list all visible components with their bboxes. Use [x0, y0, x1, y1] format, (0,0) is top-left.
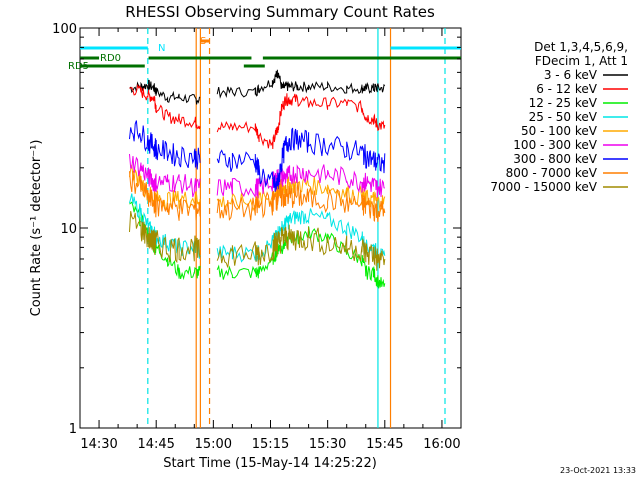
series-line-0 — [129, 69, 386, 105]
y-tick-label-10: 10 — [60, 222, 77, 237]
legend-label-2: 12 - 25 keV — [529, 96, 598, 110]
y-tick-label-1: 1 — [69, 422, 77, 437]
series-line-7 — [129, 170, 386, 222]
legend-header-line-1: Det 1,3,4,5,6,9, — [534, 40, 628, 54]
x-tick-label-1515: 15:15 — [252, 437, 289, 452]
flag-bars: N RD0 RD5 S — [68, 36, 461, 72]
x-tick-label-1530: 15:30 — [309, 437, 346, 452]
chart-title: RHESSI Observing Summary Count Rates — [125, 3, 435, 21]
legend-header-line-2: FDecim 1, Att 1 — [535, 54, 628, 68]
y-tick-label-100: 100 — [52, 22, 77, 37]
legend-label-5: 100 - 300 keV — [513, 138, 597, 152]
flag-label-rd0: RD0 — [100, 53, 121, 64]
legend: Det 1,3,4,5,6,9, FDecim 1, Att 1 3 - 6 k… — [490, 40, 628, 194]
series-line-1 — [129, 83, 386, 150]
series-lines — [129, 69, 386, 289]
series-line-6 — [129, 120, 386, 192]
flag-label-s: S — [200, 36, 206, 47]
legend-label-3: 25 - 50 keV — [529, 110, 598, 124]
x-tick-label-1445: 14:45 — [137, 437, 174, 452]
flag-label-n: N — [158, 43, 165, 54]
series-line-5 — [129, 153, 385, 199]
legend-label-0: 3 - 6 keV — [544, 68, 598, 82]
y-ticks: 1 10 100 — [52, 22, 461, 437]
flag-vertical-lines — [147, 28, 446, 428]
x-ticks: 14:30 14:45 15:00 15:15 15:30 15:45 16:00 — [79, 28, 462, 452]
legend-label-4: 50 - 100 keV — [521, 124, 598, 138]
x-tick-label-1430: 14:30 — [80, 437, 117, 452]
x-axis-label: Start Time (15-May-14 14:25:22) — [163, 456, 377, 471]
legend-label-7: 800 - 7000 keV — [506, 166, 598, 180]
y-axis-label: Count Rate (s⁻¹ detector⁻¹) — [29, 140, 44, 317]
flag-label-rd5: RD5 — [68, 61, 89, 72]
x-tick-label-1600: 16:00 — [423, 437, 460, 452]
x-tick-label-1545: 15:45 — [366, 437, 403, 452]
date-stamp: 23-Oct-2021 13:33 — [560, 466, 636, 475]
legend-label-1: 6 - 12 keV — [536, 82, 598, 96]
legend-label-6: 300 - 800 keV — [513, 152, 597, 166]
legend-label-8: 7000 - 15000 keV — [490, 180, 597, 194]
series-line-8 — [129, 211, 386, 271]
x-tick-label-1500: 15:00 — [195, 437, 232, 452]
